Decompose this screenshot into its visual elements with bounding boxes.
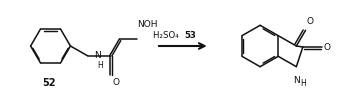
Text: 53: 53: [185, 31, 197, 40]
Text: O: O: [324, 43, 331, 52]
Text: N: N: [93, 51, 100, 60]
Text: H: H: [98, 61, 104, 70]
Text: O: O: [307, 17, 314, 26]
Text: H₂SO₄: H₂SO₄: [153, 31, 182, 40]
Text: NOH: NOH: [138, 20, 158, 29]
Text: N: N: [293, 76, 300, 85]
Text: O: O: [112, 78, 120, 86]
Text: H: H: [300, 79, 306, 89]
Text: 52: 52: [42, 78, 55, 88]
